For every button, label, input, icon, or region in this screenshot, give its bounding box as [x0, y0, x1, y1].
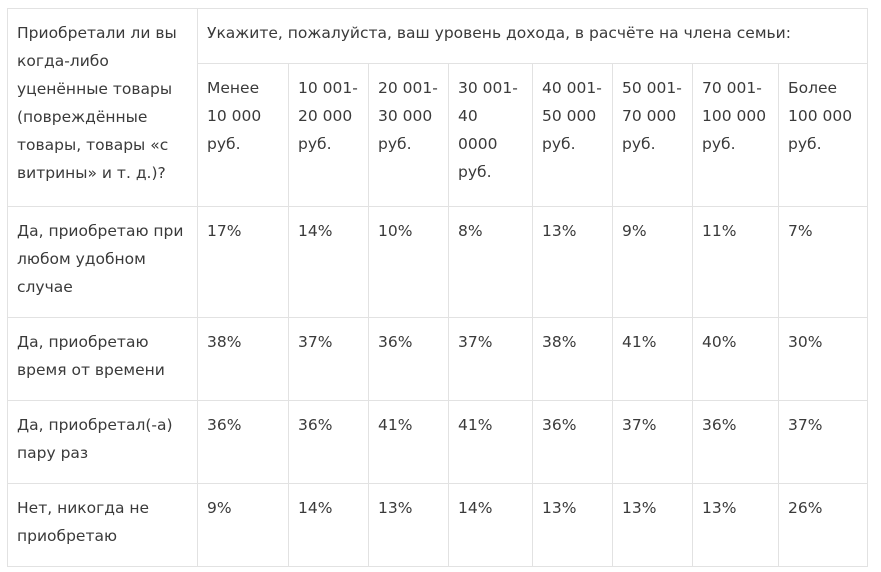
table-cell: 41%: [368, 400, 449, 484]
table-row: Нет, никогда не приобретаю 9% 14% 13% 14…: [7, 483, 869, 567]
table-cell: 13%: [532, 483, 613, 567]
table-cell: 37%: [448, 317, 533, 401]
table-cell: 10%: [368, 206, 449, 318]
table-cell: 9%: [197, 483, 289, 567]
table-row: Да, приобретаю время от времени 38% 37% …: [7, 317, 869, 401]
row-label: Да, приобретаю при любом удобном случае: [7, 206, 198, 318]
table-cell: 40%: [692, 317, 779, 401]
row-label: Нет, никогда не приобретаю: [7, 483, 198, 567]
table-cell: 7%: [777, 206, 869, 318]
table-cell: 36%: [288, 400, 369, 484]
income-column-header: 10 001-20 000 руб.: [288, 63, 369, 207]
table-row: Да, приобретаю при любом удобном случае …: [7, 206, 869, 318]
table-cell: 36%: [532, 400, 613, 484]
row-label: Да, приобретаю время от времени: [7, 317, 198, 401]
income-column-header: 70 001-100 000 руб.: [692, 63, 779, 207]
table-cell: 36%: [692, 400, 779, 484]
table-cell: 41%: [448, 400, 533, 484]
table-cell: 38%: [197, 317, 289, 401]
table-cell: 13%: [612, 483, 693, 567]
income-column-header: 30 001-40 0000 руб.: [448, 63, 533, 207]
income-column-header: Менее 10 000 руб.: [197, 63, 289, 207]
table-cell: 9%: [612, 206, 693, 318]
income-survey-table: Приобретали ли вы когда-либо уценённые т…: [7, 8, 869, 567]
table-cell: 30%: [777, 317, 869, 401]
table-cell: 36%: [197, 400, 289, 484]
income-column-header: Более 100 000 руб.: [777, 63, 869, 207]
table-cell: 13%: [532, 206, 613, 318]
table-cell: 8%: [448, 206, 533, 318]
table-header-row: Приобретали ли вы когда-либо уценённые т…: [7, 8, 869, 207]
table-cell: 26%: [777, 483, 869, 567]
table-cell: 37%: [288, 317, 369, 401]
table-cell: 37%: [612, 400, 693, 484]
table-cell: 36%: [368, 317, 449, 401]
income-column-header: 40 001-50 000 руб.: [532, 63, 613, 207]
income-columns-row: Менее 10 000 руб. 10 001-20 000 руб. 20 …: [8, 63, 869, 207]
table-cell: 17%: [197, 206, 289, 318]
table-cell: 11%: [692, 206, 779, 318]
question-header-cell: Приобретали ли вы когда-либо уценённые т…: [7, 8, 198, 207]
income-column-header: 20 001-30 000 руб.: [368, 63, 449, 207]
table-cell: 41%: [612, 317, 693, 401]
income-header-cell: Укажите, пожалуйста, ваш уровень дохода,…: [196, 8, 869, 64]
table-cell: 13%: [692, 483, 779, 567]
table-cell: 37%: [777, 400, 869, 484]
table-cell: 13%: [368, 483, 449, 567]
row-label: Да, приобретал(-а) пару раз: [7, 400, 198, 484]
table-row: Да, приобретал(-а) пару раз 36% 36% 41% …: [7, 400, 869, 484]
table-cell: 14%: [288, 206, 369, 318]
table-cell: 14%: [448, 483, 533, 567]
income-column-header: 50 001-70 000 руб.: [612, 63, 693, 207]
table-cell: 38%: [532, 317, 613, 401]
table-cell: 14%: [288, 483, 369, 567]
